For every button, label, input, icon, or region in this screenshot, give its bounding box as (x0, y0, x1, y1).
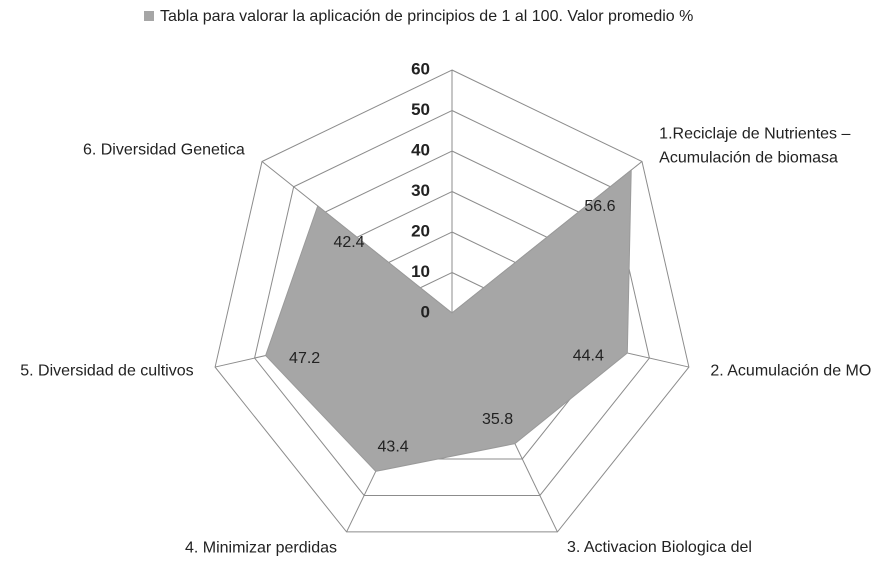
data-label: 42.4 (333, 234, 364, 251)
data-label: 56.6 (584, 198, 615, 215)
legend-swatch (144, 11, 154, 21)
data-label: 43.4 (378, 439, 409, 456)
category-label: 5. Diversidad de cultivos (20, 362, 193, 379)
category-label: 1.Reciclaje de Nutrientes – Acumulación d… (659, 125, 850, 166)
category-label: 2. Acumulación de MO (710, 362, 871, 379)
legend-label: Tabla para valorar la aplicación de prin… (160, 8, 693, 25)
r-tick-label: 10 (411, 262, 430, 281)
r-tick-label: 30 (411, 181, 430, 200)
grid-ring (214, 69, 690, 533)
data-label: 47.2 (289, 350, 320, 367)
r-tick-label: 0 (421, 302, 430, 321)
category-label: 6. Diversidad Genetica (83, 141, 245, 158)
r-tick-label: 50 (411, 100, 430, 119)
data-label: 44.4 (573, 347, 604, 364)
data-label: 35.8 (482, 411, 513, 428)
category-label: 3. Activacion Biologica delsuelo (567, 539, 752, 562)
r-tick-label: 40 (411, 140, 430, 159)
r-tick-label: 60 (411, 59, 430, 78)
category-label: 4. Minimizar perdidas (185, 539, 337, 556)
series-area (265, 169, 632, 472)
r-tick-label: 20 (411, 221, 430, 240)
